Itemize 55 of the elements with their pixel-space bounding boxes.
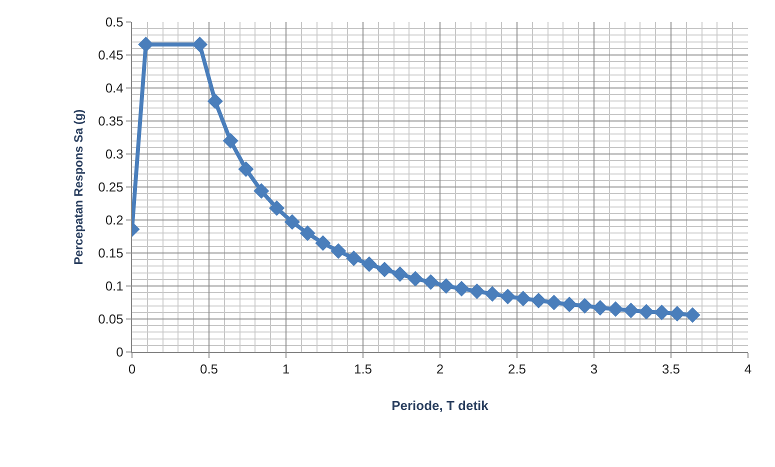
x-tick-label: 4 (744, 362, 752, 377)
y-axis-title: Percepatan Respons Sa (g) (71, 109, 86, 265)
point (330, 243, 346, 259)
point (592, 300, 608, 316)
point (576, 298, 593, 314)
y-tick-label: 0.25 (98, 180, 124, 195)
point (268, 200, 285, 216)
point (608, 301, 624, 317)
y-tick-label: 0.05 (98, 312, 124, 327)
point (669, 306, 685, 322)
point (392, 266, 408, 282)
point (638, 304, 654, 320)
point (422, 274, 439, 290)
x-tick-label: 0 (128, 362, 136, 377)
y-tick-label: 0.3 (105, 146, 124, 162)
point (222, 133, 238, 149)
x-tick-label: 2.5 (508, 362, 526, 377)
point (284, 214, 300, 230)
x-tick-label: 1.5 (354, 362, 372, 377)
point (238, 161, 254, 177)
point (346, 250, 362, 266)
y-tick-label: 0.2 (105, 212, 124, 228)
x-tick-label: 3 (590, 362, 598, 377)
x-tick-label: 1 (282, 362, 290, 377)
x-tick-label: 2 (436, 362, 444, 377)
y-tick-label: 0 (116, 344, 124, 360)
y-tick-label: 0.15 (98, 246, 124, 261)
point (654, 304, 670, 320)
point (300, 225, 316, 241)
point (207, 93, 223, 109)
point (138, 36, 154, 52)
point (254, 183, 270, 199)
x-tick-label: 0.5 (200, 362, 218, 377)
y-tick-label: 0.45 (98, 48, 124, 63)
point (530, 292, 546, 308)
point (562, 296, 578, 312)
x-tick-label: 3.5 (662, 362, 680, 377)
point (454, 280, 470, 296)
point (515, 290, 531, 306)
x-axis-title: Periode, T detik (392, 398, 490, 414)
y-tick-label: 0.1 (105, 278, 124, 294)
point (438, 278, 454, 294)
point (315, 235, 331, 251)
point (500, 288, 516, 304)
point (361, 256, 377, 272)
point (376, 262, 392, 278)
point (408, 270, 424, 287)
y-tick-label: 0.35 (98, 114, 124, 129)
point (546, 294, 562, 310)
point (623, 302, 639, 318)
y-tick-label: 0.5 (105, 14, 124, 30)
point (469, 283, 485, 300)
point (684, 307, 700, 323)
point (484, 286, 500, 302)
y-tick-label: 0.4 (105, 80, 124, 96)
